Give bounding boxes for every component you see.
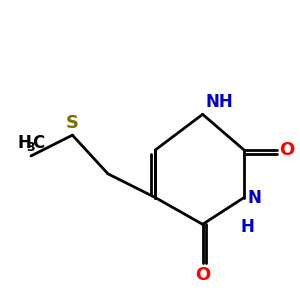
Text: 3: 3 xyxy=(26,141,35,154)
Text: H: H xyxy=(18,134,32,152)
Text: C: C xyxy=(32,134,45,152)
Text: O: O xyxy=(195,266,210,284)
Text: N: N xyxy=(247,189,261,207)
Text: O: O xyxy=(280,141,295,159)
Text: NH: NH xyxy=(206,93,233,111)
Text: S: S xyxy=(66,114,79,132)
Text: H: H xyxy=(240,218,254,236)
